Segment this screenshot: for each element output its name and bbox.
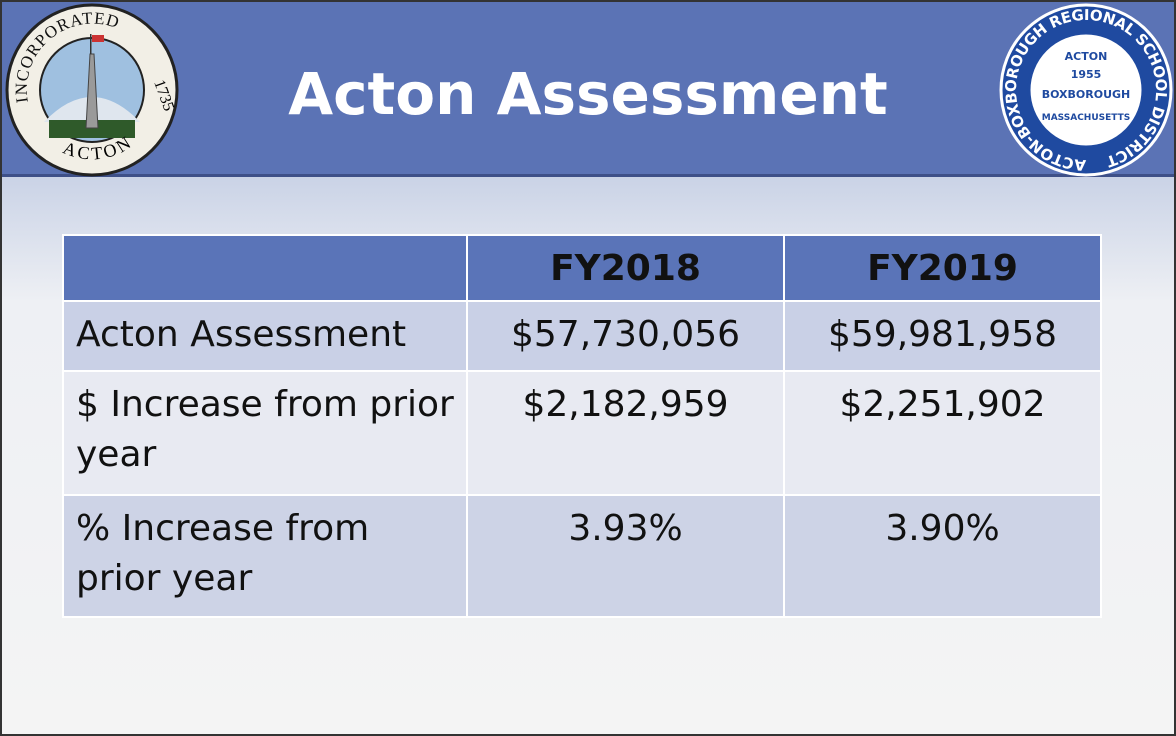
cell: $59,981,958: [783, 300, 1102, 372]
seal-text: BOXBOROUGH: [1042, 88, 1131, 101]
school-seal: ACTON-BOXBOROUGH REGIONAL SCHOOL DISTRIC…: [999, 3, 1173, 177]
row-label: % Increase from prior year: [62, 494, 468, 618]
table-row: $ Increase from prior year $2,182,959 $2,2…: [62, 370, 1102, 496]
cell: 3.93%: [466, 494, 785, 618]
cell: $2,251,902: [783, 370, 1102, 496]
header-cell: [62, 234, 468, 302]
header-cell: FY2018: [466, 234, 785, 302]
header-row: FY2018 FY2019: [62, 234, 1102, 302]
assessment-table: FY2018 FY2019 Acton Assessment $57,730,056…: [62, 234, 1102, 618]
seal-text: ACTON: [1065, 50, 1108, 63]
row-label: Acton Assessment: [62, 300, 468, 372]
seal-text: 1955: [1071, 68, 1102, 81]
table-row: % Increase from prior year 3.93% 3.90%: [62, 494, 1102, 618]
table-row: Acton Assessment $57,730,056 $59,981,958: [62, 300, 1102, 372]
cell: 3.90%: [783, 494, 1102, 618]
town-seal: INCORPORATED 1735 ACTON: [5, 3, 179, 177]
header-cell: FY2019: [783, 234, 1102, 302]
header-band: [2, 2, 1174, 177]
cell: $57,730,056: [466, 300, 785, 372]
row-label: $ Increase from prior year: [62, 370, 468, 496]
slide-title: Acton Assessment: [288, 60, 888, 128]
seal-text: MASSACHUSETTS: [1042, 113, 1131, 123]
cell: $2,182,959: [466, 370, 785, 496]
